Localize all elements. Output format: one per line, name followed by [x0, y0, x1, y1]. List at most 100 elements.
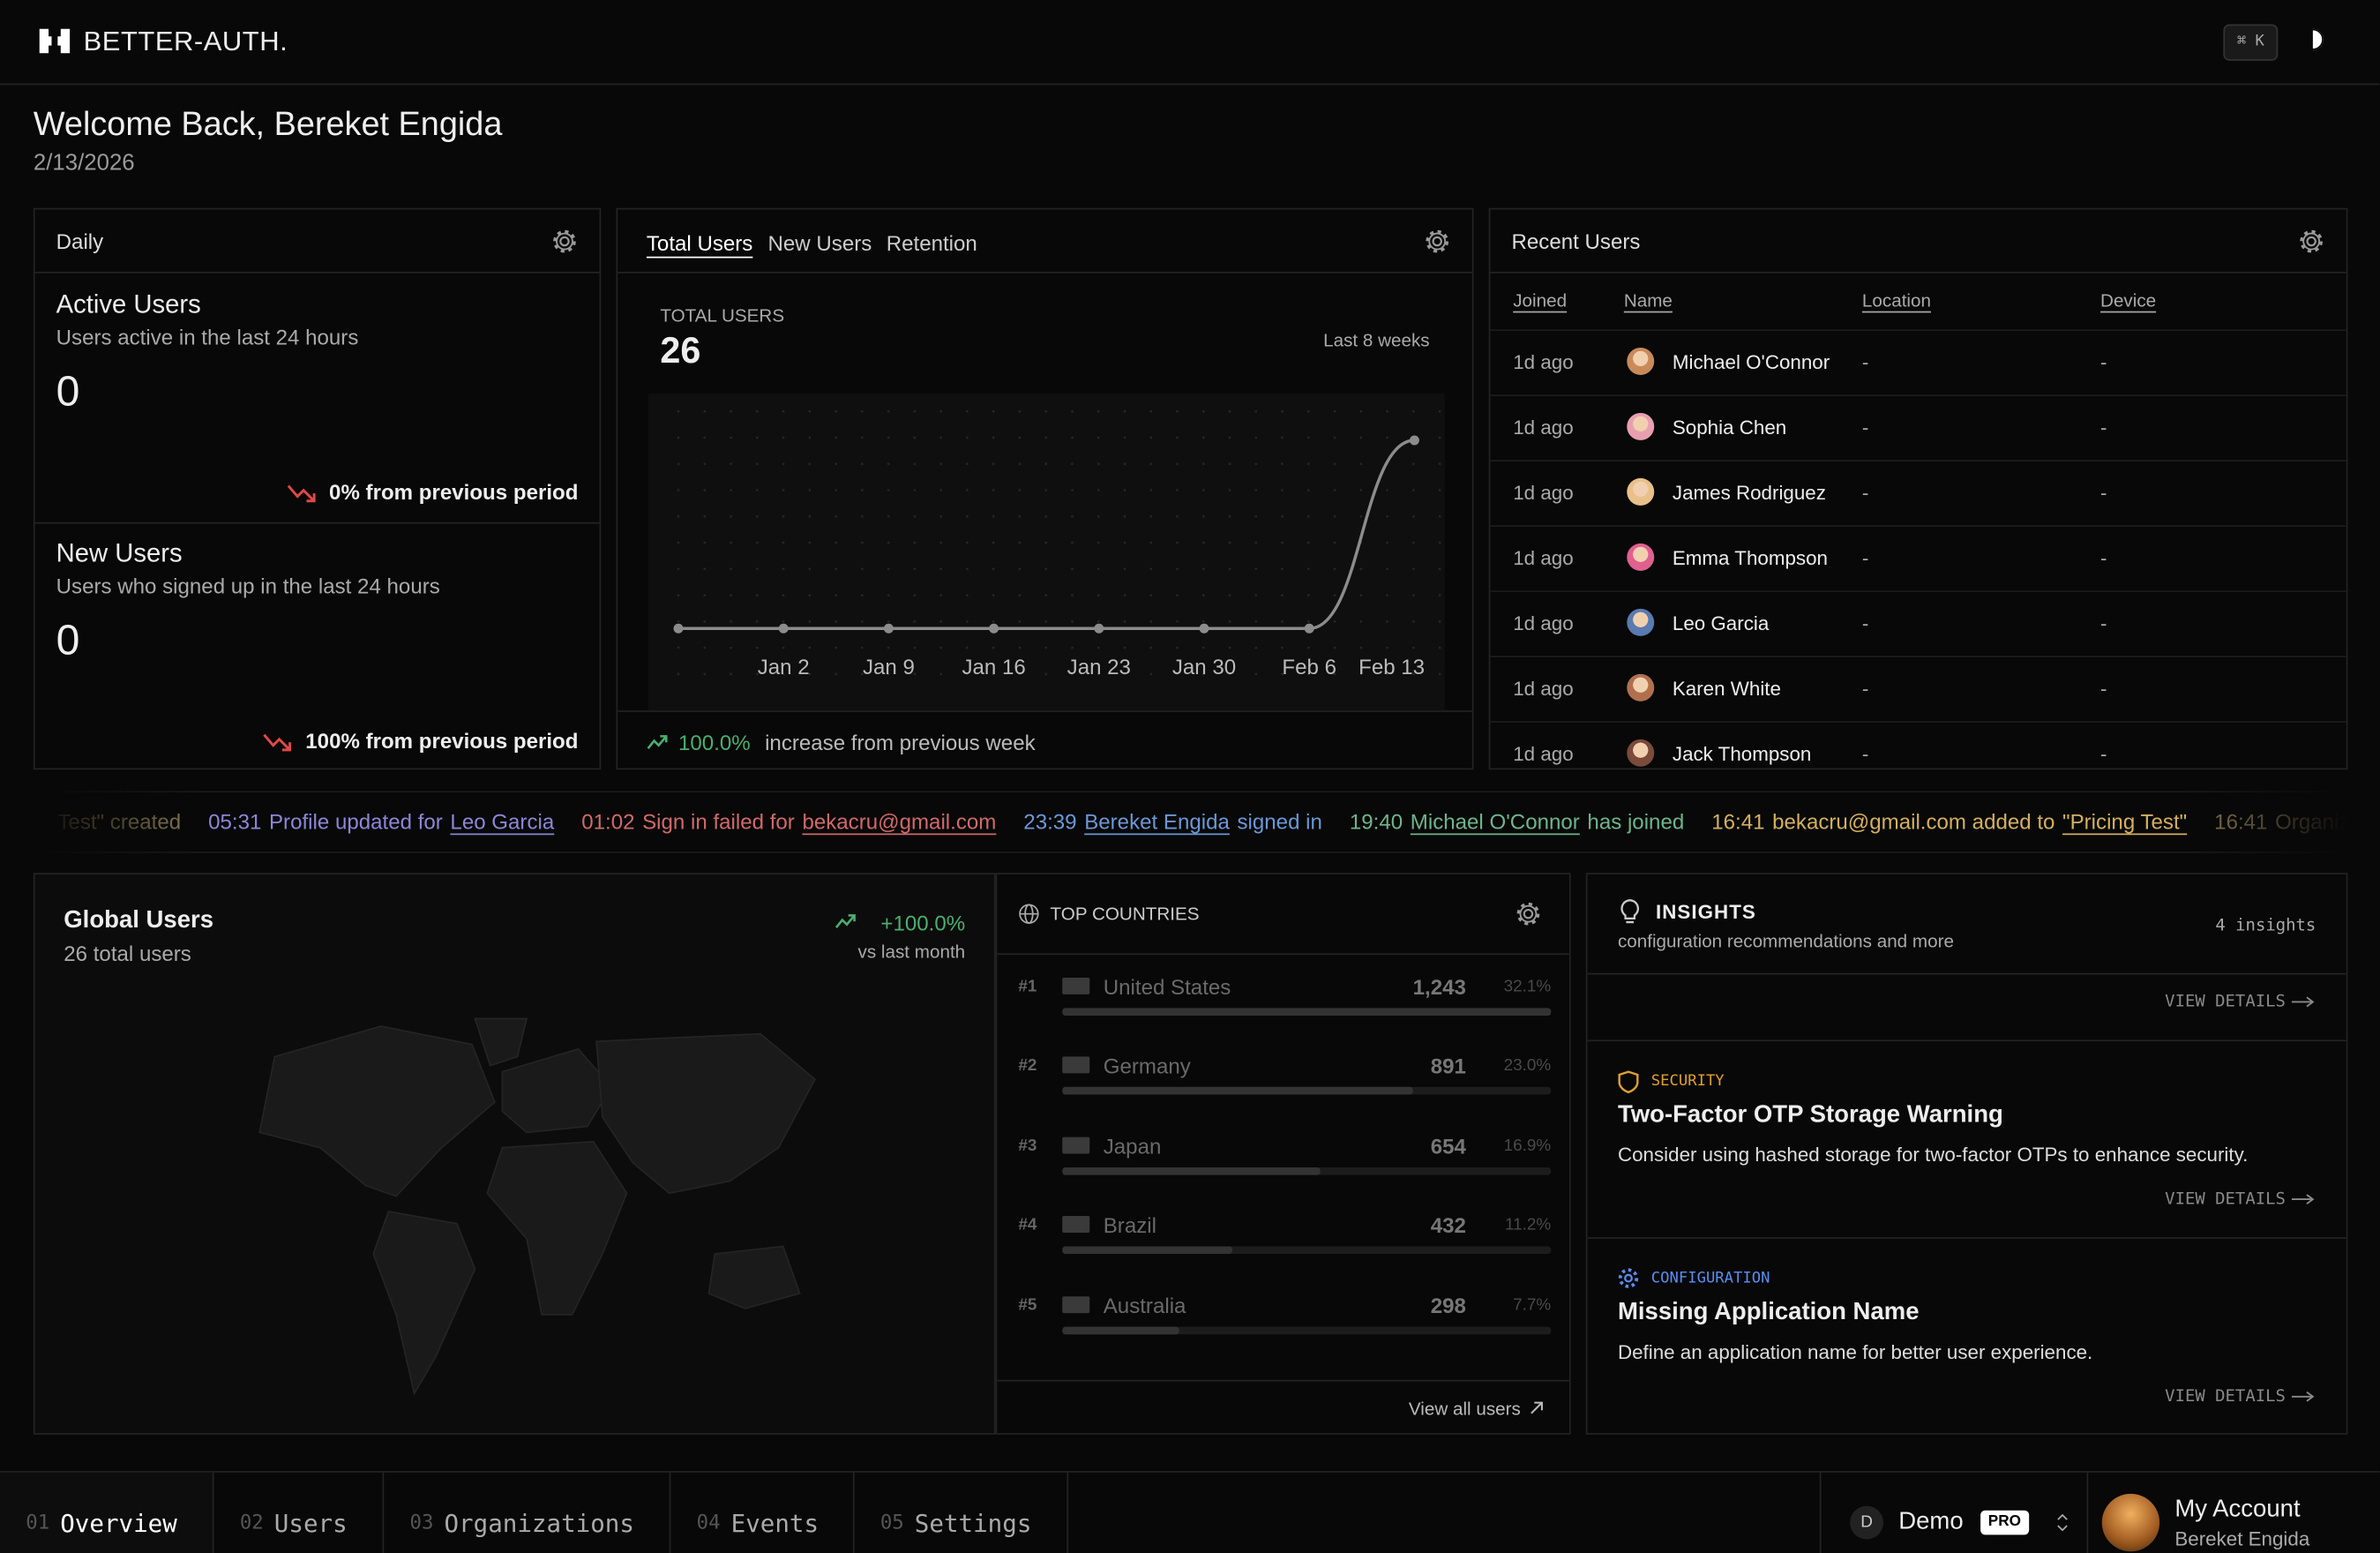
cell: -: [1861, 416, 1869, 439]
nav-tab[interactable]: 03 Organizations: [384, 1472, 671, 1553]
grid-dot: [1359, 567, 1363, 571]
card-subtitle: Users active in the last 24 hours: [56, 325, 359, 349]
grid-dot: [1071, 489, 1074, 491]
grid-dot: [1386, 646, 1388, 649]
column-header[interactable]: Name: [1623, 289, 1673, 311]
nav-tab[interactable]: 01 Overview: [0, 1472, 214, 1553]
grid-dot: [1438, 409, 1441, 413]
view-details-link[interactable]: VIEW DETAILS: [2165, 991, 2286, 1011]
user-row[interactable]: 1d ago Michael O'Connor - -: [1490, 329, 2346, 394]
grid-dot: [1438, 646, 1441, 649]
user-row[interactable]: 1d ago Karen White - -: [1490, 656, 2346, 721]
grid-dot: [1228, 436, 1231, 439]
user-row[interactable]: 1d ago Jack Thompson - -: [1490, 721, 2346, 768]
grid-dot: [1438, 619, 1441, 623]
chart-tab[interactable]: Retention: [886, 230, 977, 256]
grid-dot: [887, 409, 890, 413]
search-shortcut[interactable]: ⌘ K: [2223, 24, 2279, 61]
settings-icon[interactable]: [1515, 900, 1542, 927]
grid-dot: [1201, 541, 1205, 544]
grid-dot: [1201, 514, 1205, 518]
share-bar: [1062, 1325, 1180, 1334]
divider: [1587, 1237, 2346, 1239]
settings-icon[interactable]: [2298, 228, 2325, 255]
activity-link[interactable]: Bereket Engida: [1084, 808, 1230, 834]
divider: [1490, 590, 2346, 592]
grid-dot: [730, 567, 732, 571]
grid-dot: [782, 619, 785, 623]
nav-tab[interactable]: 04 Events: [670, 1472, 856, 1553]
grid-dot: [1412, 489, 1415, 491]
column-header[interactable]: Joined: [1513, 289, 1568, 311]
divider: [1587, 972, 2346, 975]
grid-dot: [1096, 462, 1100, 466]
logo: [39, 28, 71, 54]
chart-tab[interactable]: Total Users: [646, 230, 753, 256]
user-avatar: [1627, 739, 1655, 767]
activity-link[interactable]: Leo Garcia: [450, 808, 555, 834]
grid-dot: [860, 594, 864, 596]
column-header[interactable]: Device: [2100, 289, 2157, 311]
activity-link[interactable]: Michael O'Connor: [1410, 808, 1580, 834]
grid-dot: [939, 672, 943, 676]
activity-link[interactable]: "Pricing Test": [2062, 808, 2188, 834]
brand[interactable]: BETTER-AUTH.: [83, 26, 288, 56]
grid-dot: [1254, 409, 1258, 413]
grid-dot: [1149, 646, 1153, 649]
grid-dot: [730, 409, 732, 413]
cell: 1d ago: [1513, 416, 1574, 439]
column-header[interactable]: Location: [1861, 289, 1931, 311]
ticker-strip: Test" created 05:31 Profile updated for Leo…: [57, 809, 2347, 834]
org-switcher[interactable]: D Demo PRO: [1819, 1472, 2089, 1553]
grid-dot: [755, 462, 759, 466]
tab-number: 02: [239, 1511, 264, 1534]
settings-icon[interactable]: [551, 228, 579, 255]
view-details-link[interactable]: VIEW DETAILS: [2165, 1189, 2286, 1209]
grid-dot: [939, 594, 943, 596]
grid-dot: [966, 672, 969, 676]
account-menu[interactable]: My Account Bereket Engida: [2086, 1472, 2380, 1553]
view-details-link[interactable]: VIEW DETAILS: [2165, 1385, 2286, 1407]
settings-icon[interactable]: [1424, 228, 1451, 255]
account-name: Bereket Engida: [2174, 1527, 2310, 1550]
world-map: [258, 1017, 816, 1396]
user-row[interactable]: 1d ago Emma Thompson - -: [1490, 525, 2346, 590]
grid-dot: [1044, 646, 1048, 649]
grid-dot: [1149, 409, 1153, 413]
user-row[interactable]: 1d ago Sophia Chen - -: [1490, 394, 2346, 460]
bar-track: [1062, 1325, 1552, 1334]
grid-dot: [1333, 672, 1336, 676]
grid-dot: [860, 436, 864, 439]
grid-dot: [808, 594, 812, 596]
divider: [617, 271, 1472, 274]
grid-dot: [887, 436, 890, 439]
view-all-link[interactable]: View all users: [1408, 1398, 1521, 1420]
user-row[interactable]: 1d ago Leo Garcia - -: [1490, 590, 2346, 656]
grid-dot: [913, 646, 917, 649]
grid-dot: [1018, 409, 1022, 413]
nav-tab[interactable]: 05 Settings: [855, 1472, 1068, 1553]
grid-dot: [992, 567, 995, 571]
nav-tab[interactable]: 02 Users: [214, 1472, 384, 1553]
grid-dot: [1281, 514, 1284, 518]
point: [1094, 623, 1104, 634]
flag: [1062, 1057, 1090, 1074]
grid-dot: [1281, 567, 1284, 571]
grid-dot: [782, 646, 785, 649]
grid-dot: [703, 646, 707, 649]
grid-dot: [1228, 541, 1231, 544]
theme-toggle[interactable]: [2301, 27, 2325, 52]
x-tick-label: Jan 16: [962, 656, 1025, 679]
activity-text: Test" created: [57, 808, 182, 834]
point: [883, 623, 894, 634]
activity-text: signed in: [1237, 808, 1322, 834]
activity-link[interactable]: bekacru@gmail.com: [802, 808, 997, 834]
grid-dot: [1386, 672, 1388, 676]
activity-text: Sign in failed for: [642, 808, 795, 834]
grid-dot: [730, 646, 732, 649]
divider: [617, 710, 1472, 712]
user-row[interactable]: 1d ago James Rodriguez - -: [1490, 460, 2346, 525]
divider: [997, 1379, 1569, 1382]
chart-tab[interactable]: New Users: [767, 230, 872, 256]
grid-dot: [703, 436, 707, 439]
